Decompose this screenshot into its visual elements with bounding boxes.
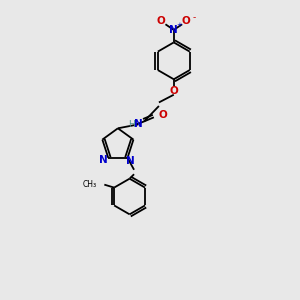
Text: -: - — [192, 13, 196, 22]
Text: O: O — [158, 110, 167, 120]
Text: O: O — [182, 16, 190, 26]
Text: +: + — [176, 22, 182, 28]
Text: N: N — [99, 155, 107, 165]
Text: H: H — [128, 120, 135, 129]
Text: N: N — [134, 119, 142, 129]
Text: CH₃: CH₃ — [83, 180, 97, 189]
Text: O: O — [157, 16, 166, 26]
Text: N: N — [125, 156, 134, 167]
Text: N: N — [169, 25, 178, 34]
Text: O: O — [169, 85, 178, 96]
